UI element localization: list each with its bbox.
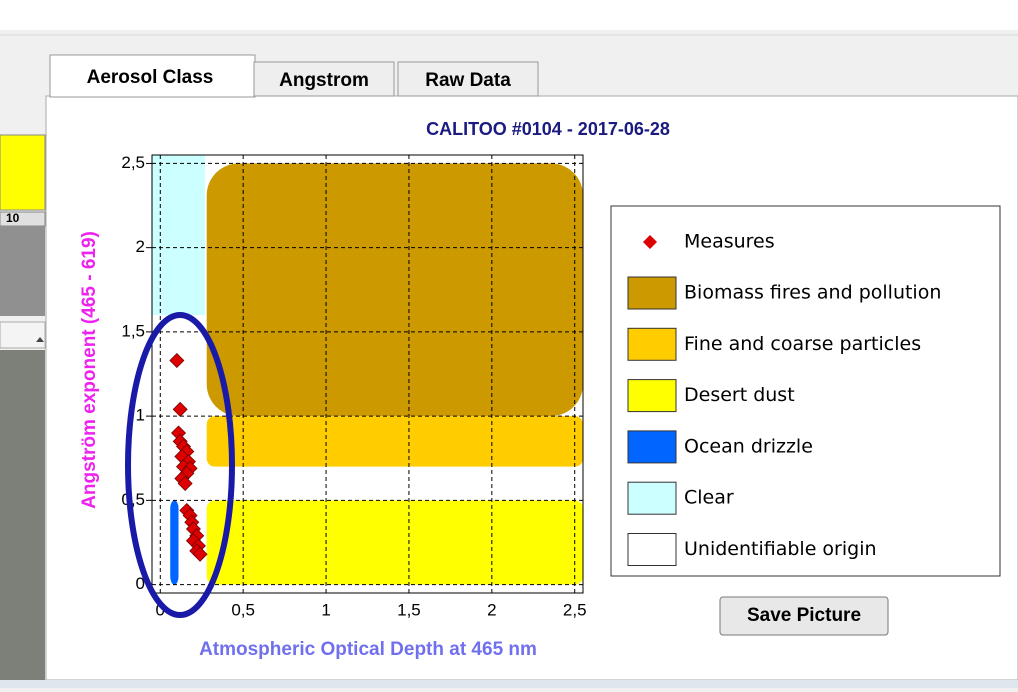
region <box>206 163 583 417</box>
x-tick-label: 1 <box>321 600 330 619</box>
tab[interactable] <box>49 54 256 98</box>
measure-point <box>169 353 185 369</box>
side-header-text: 10 <box>6 211 20 225</box>
legend-label: Fine and coarse particles <box>684 333 921 355</box>
legend-swatch <box>627 327 677 361</box>
x-tick-label: 2,5 <box>563 600 587 619</box>
y-tick-label: 0 <box>136 574 145 593</box>
legend-label: Desert dust <box>684 384 795 406</box>
y-axis-label: Angström exponent (465 - 619) <box>79 231 100 509</box>
legend-swatch <box>627 379 677 413</box>
region <box>206 500 583 585</box>
save-button-label[interactable]: Save Picture <box>747 605 861 626</box>
legend-label: Measures <box>684 231 775 253</box>
legend-swatch <box>627 481 677 515</box>
legend-label: Biomass fires and pollution <box>684 282 941 304</box>
tab-label[interactable]: Raw Data <box>425 70 511 91</box>
side-yellow <box>0 134 46 211</box>
legend-label: Ocean drizzle <box>684 435 813 457</box>
plot-frame <box>151 154 584 594</box>
y-tick-label: 1,5 <box>121 321 145 340</box>
side-scroll[interactable] <box>0 321 46 349</box>
bottom-bar <box>0 680 1018 688</box>
highlight-ellipse <box>125 312 235 618</box>
measure-point <box>172 401 188 417</box>
x-tick-label: 0,5 <box>231 600 255 619</box>
y-tick-label: 2 <box>136 237 145 256</box>
region <box>170 500 179 585</box>
region <box>152 155 206 316</box>
y-tick-label: 1 <box>136 406 145 425</box>
top-bar <box>0 0 1018 30</box>
y-tick-label: 0,5 <box>121 490 145 509</box>
legend-label: Clear <box>684 487 734 509</box>
tab-label[interactable]: Angstrom <box>279 70 369 91</box>
legend-swatch <box>627 533 677 566</box>
legend-label: Unidentifiable origin <box>684 538 877 560</box>
legend-marker <box>643 235 657 249</box>
measure-point <box>177 476 193 491</box>
x-tick-label: 1,5 <box>397 600 421 619</box>
x-axis-label: Atmospheric Optical Depth at 465 nm <box>199 639 537 660</box>
save-button[interactable] <box>719 596 889 636</box>
scroll-arrow <box>36 337 44 342</box>
legend-swatch <box>627 430 677 464</box>
legend-swatch <box>627 276 677 310</box>
x-tick-label: 2 <box>487 600 496 619</box>
x-tick-label: 0 <box>156 600 165 619</box>
region <box>206 416 583 467</box>
y-tick-label: 2,5 <box>121 153 145 172</box>
side-gray <box>0 226 45 316</box>
tab[interactable] <box>397 61 539 97</box>
side-image <box>0 350 45 688</box>
tab-label[interactable]: Aerosol Class <box>87 67 214 88</box>
chart-title: CALITOO #0104 - 2017-06-28 <box>426 119 670 139</box>
tab[interactable] <box>253 61 395 97</box>
measure-point <box>192 546 208 562</box>
